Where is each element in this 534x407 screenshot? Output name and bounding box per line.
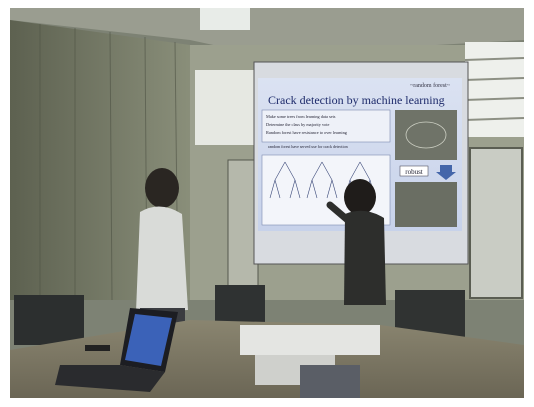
person-right bbox=[326, 179, 386, 305]
chair bbox=[215, 285, 265, 325]
slide-label: robust bbox=[405, 168, 423, 176]
whiteboard bbox=[469, 147, 523, 299]
window-right bbox=[465, 42, 524, 137]
slide-tag: ~random forest~ bbox=[410, 82, 451, 89]
laptop bbox=[55, 308, 178, 392]
arrow bbox=[436, 165, 456, 180]
bullet: Make some trees from learning data sets bbox=[266, 114, 336, 119]
ceiling-light bbox=[200, 8, 250, 30]
bag bbox=[300, 365, 360, 398]
tree-diagrams bbox=[269, 161, 376, 199]
window-blinds bbox=[464, 57, 525, 121]
result-image bbox=[395, 182, 457, 227]
chair bbox=[14, 295, 84, 345]
bullet: Determine the class by majority vote bbox=[266, 122, 329, 127]
label-box bbox=[399, 165, 429, 177]
scene: ~random forest~ Crack detection by machi… bbox=[10, 8, 525, 398]
slide-note: random forest have served use for crack … bbox=[268, 144, 348, 149]
crack-image bbox=[395, 110, 457, 160]
crack-mark bbox=[405, 121, 447, 149]
bullet-box bbox=[261, 109, 391, 143]
slide-title: Crack detection by machine learning bbox=[268, 93, 445, 107]
papers bbox=[240, 325, 380, 355]
phone bbox=[85, 345, 110, 351]
window-left bbox=[195, 70, 255, 145]
bullet: Random forest have resistance to over le… bbox=[266, 130, 348, 135]
ceiling bbox=[10, 8, 524, 55]
